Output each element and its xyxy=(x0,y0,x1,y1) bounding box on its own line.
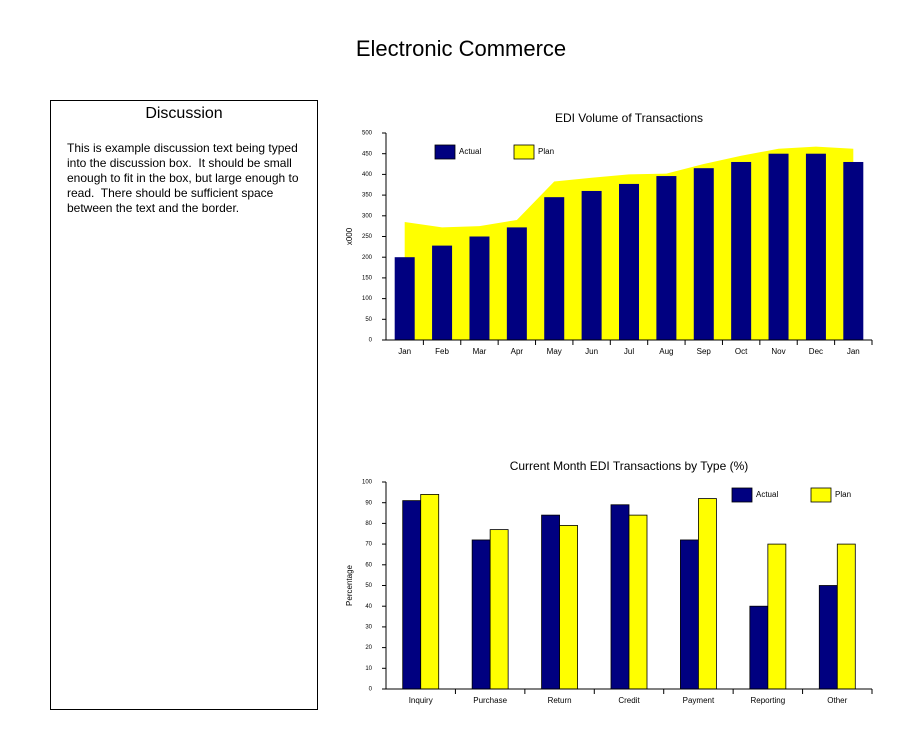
chart-title: EDI Volume of Transactions xyxy=(555,111,703,125)
discussion-heading: Discussion xyxy=(145,105,223,122)
x-tick-label: Feb xyxy=(435,347,449,356)
bar xyxy=(559,525,578,690)
bar xyxy=(541,514,560,690)
bar xyxy=(471,539,491,690)
y-tick-label: 30 xyxy=(365,624,372,630)
y-tick-label: 500 xyxy=(362,131,373,137)
y-tick-label: 150 xyxy=(362,275,373,281)
y-axis-label: Percentage xyxy=(345,564,354,605)
x-tick-label: Credit xyxy=(618,696,640,705)
y-tick-label: 350 xyxy=(362,193,373,199)
legend-swatch xyxy=(731,487,753,503)
y-tick-label: 100 xyxy=(362,480,373,486)
bar xyxy=(767,543,787,690)
y-tick-label: 70 xyxy=(365,542,372,548)
y-tick-label: 60 xyxy=(365,562,372,568)
bar xyxy=(394,257,415,340)
y-tick-label: 100 xyxy=(362,296,373,302)
bar xyxy=(680,539,699,690)
x-tick-label: Return xyxy=(548,696,572,705)
y-tick-label: 10 xyxy=(365,666,372,672)
y-tick-label: 250 xyxy=(362,234,373,240)
bar xyxy=(506,227,527,340)
legend-label: Actual xyxy=(756,490,778,499)
page-title: Electronic Commerce xyxy=(356,36,566,61)
x-tick-label: Inquiry xyxy=(409,696,433,705)
x-tick-label: Reporting xyxy=(751,696,786,705)
y-tick-label: 90 xyxy=(365,500,372,506)
bar xyxy=(843,161,864,340)
bar xyxy=(836,543,856,690)
bar xyxy=(698,498,717,690)
bar xyxy=(544,197,565,340)
y-tick-label: 300 xyxy=(362,213,373,219)
bar xyxy=(610,504,630,690)
legend-swatch xyxy=(513,144,535,160)
y-tick-label: 50 xyxy=(365,317,372,323)
y-axis-label: x000 xyxy=(345,227,354,245)
x-tick-label: Apr xyxy=(511,347,524,356)
legend-label: Actual xyxy=(459,147,481,156)
x-tick-label: Nov xyxy=(771,347,785,356)
x-tick-label: May xyxy=(547,347,562,356)
x-tick-label: Purchase xyxy=(473,696,507,705)
y-tick-label: 40 xyxy=(365,604,372,610)
x-tick-label: Jan xyxy=(398,347,411,356)
x-tick-label: Dec xyxy=(809,347,823,356)
legend-swatch xyxy=(434,144,456,160)
x-tick-label: Payment xyxy=(683,696,715,705)
bar xyxy=(731,161,752,340)
y-tick-label: 450 xyxy=(362,151,373,157)
bar xyxy=(693,168,714,340)
x-tick-label: Mar xyxy=(473,347,487,356)
y-tick-label: 400 xyxy=(362,172,373,178)
x-tick-label: Sep xyxy=(697,347,712,356)
y-tick-label: 50 xyxy=(365,583,372,589)
legend-label: Plan xyxy=(835,490,851,499)
legend-label: Plan xyxy=(538,147,554,156)
x-tick-label: Aug xyxy=(659,347,673,356)
bar xyxy=(469,236,490,340)
bar xyxy=(619,183,639,340)
bar xyxy=(432,245,453,340)
x-tick-label: Jul xyxy=(624,347,634,356)
x-tick-label: Jun xyxy=(585,347,598,356)
x-tick-label: Oct xyxy=(735,347,748,356)
chart-title: Current Month EDI Transactions by Type (… xyxy=(510,459,749,473)
y-tick-label: 0 xyxy=(369,338,373,344)
y-tick-label: 20 xyxy=(365,645,372,651)
legend-swatch xyxy=(810,487,832,503)
bar xyxy=(581,190,602,340)
x-tick-label: Other xyxy=(827,696,847,705)
bar xyxy=(818,585,838,690)
discussion-box: Discussion This is example discussion te… xyxy=(50,100,318,710)
bar xyxy=(768,153,789,340)
bar xyxy=(420,494,440,690)
bar xyxy=(656,176,677,340)
y-tick-label: 200 xyxy=(362,255,373,261)
y-tick-label: 0 xyxy=(369,687,373,693)
x-tick-label: Jan xyxy=(847,347,860,356)
discussion-text: This is example discussion text being ty… xyxy=(67,141,302,215)
y-tick-label: 80 xyxy=(365,521,372,527)
bar xyxy=(749,605,769,690)
bar xyxy=(402,500,422,690)
bar xyxy=(805,153,826,340)
bar xyxy=(489,529,509,690)
bar xyxy=(628,514,648,690)
